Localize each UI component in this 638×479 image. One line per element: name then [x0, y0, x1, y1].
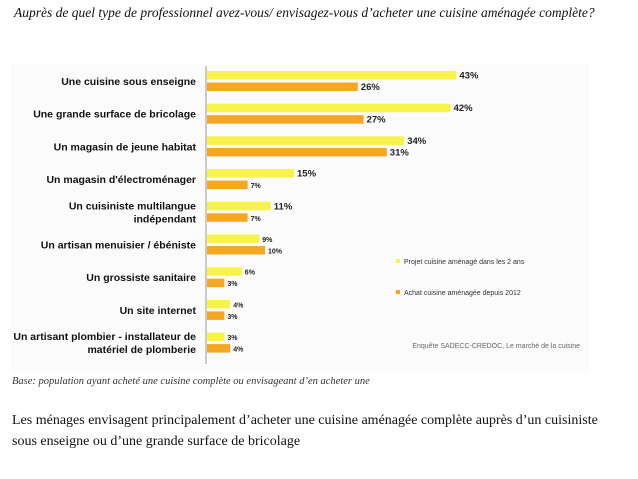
category-label-line: Un site internet	[120, 305, 197, 317]
category-label-line: indépendant	[134, 213, 197, 225]
data-label: 34%	[407, 136, 427, 147]
data-label: 4%	[233, 302, 244, 309]
bar-projet	[207, 299, 231, 309]
category-label-line: Un cuisiniste multilangue	[69, 200, 196, 212]
data-label: 15%	[297, 169, 317, 180]
bar-achat	[207, 311, 225, 320]
data-label: 7%	[251, 183, 262, 190]
data-label: 4%	[233, 347, 244, 354]
bar-achat	[207, 115, 364, 124]
data-label: 43%	[459, 71, 479, 82]
bar-chart: Une cuisine sous enseigne 43% 26% Une grand…	[13, 66, 580, 364]
bar-projet	[207, 201, 271, 211]
legend-label: Achat cuisine aménagée depuis 2012	[404, 290, 521, 297]
category-label: Un artisant plombier - installateur de ma…	[13, 331, 196, 356]
bar-achat	[207, 147, 387, 157]
category-label-line: Un magasin de jeune habitat	[54, 141, 197, 153]
category-label: Une cuisine sous enseigne	[61, 76, 196, 88]
data-label: 42%	[454, 103, 474, 114]
chart-question: Auprès de quel type de professionnel ave…	[14, 5, 595, 20]
bar-achat	[207, 82, 358, 91]
category-label-line: matériel de plomberie	[87, 344, 196, 356]
category-label-line: Un artisant plombier - installateur de	[13, 331, 196, 343]
category-label: Un cuisiniste multilangue indépendant	[69, 200, 197, 225]
category-label: Un artisan menuisier / ébéniste	[41, 240, 196, 252]
legend-swatch	[396, 290, 400, 294]
category-label-line: Un artisan menuisier / ébéniste	[41, 240, 196, 252]
base-note: Base: population ayant acheté une cuisin…	[12, 376, 370, 387]
data-label: 11%	[274, 201, 293, 212]
legend-label: Projet cuisine aménagé dans les 2 ans	[404, 259, 525, 266]
category-label: Un magasin d'électroménager	[46, 174, 196, 186]
category-label-line: Une cuisine sous enseigne	[61, 76, 196, 88]
bar-achat	[207, 246, 265, 255]
bar-projet	[207, 136, 405, 145]
category-label: Un magasin de jeune habitat	[54, 141, 197, 153]
category-label-line: Une grande surface de bricolage	[33, 109, 196, 121]
chart-panel: Une cuisine sous enseigne 43% 26% Une grand…	[10, 64, 590, 372]
data-label: 10%	[268, 249, 283, 256]
category-label: Une grande surface de bricolage	[33, 109, 196, 121]
bar-projet	[207, 103, 451, 113]
category-label-line: Un magasin d'électroménager	[46, 174, 196, 186]
data-label: 31%	[390, 147, 410, 158]
bar-achat	[207, 344, 231, 353]
bar-projet	[207, 332, 225, 342]
bar-achat	[207, 278, 225, 288]
data-label: 3%	[227, 335, 238, 342]
bar-projet	[207, 169, 294, 178]
bar-achat	[207, 180, 248, 190]
bar-projet	[207, 71, 457, 80]
bar-achat	[207, 213, 248, 222]
data-label: 26%	[361, 82, 381, 93]
data-label: 7%	[251, 216, 262, 223]
data-label: 3%	[227, 281, 238, 288]
bar-projet	[207, 267, 242, 276]
category-label-line: Un grossiste sanitaire	[86, 272, 196, 284]
data-label: 9%	[262, 237, 273, 244]
data-label: 6%	[245, 270, 256, 277]
data-label: 3%	[227, 314, 238, 321]
category-label: Un site internet	[120, 305, 197, 317]
conclusion-text: Les ménages envisagent principalement d’…	[12, 413, 598, 449]
category-label: Un grossiste sanitaire	[86, 272, 196, 284]
legend-swatch	[396, 259, 400, 263]
source-note: Enquête SADECC-CREDOC, Le marché de la c…	[412, 343, 580, 350]
bar-projet	[207, 234, 260, 243]
data-label: 27%	[367, 115, 387, 126]
